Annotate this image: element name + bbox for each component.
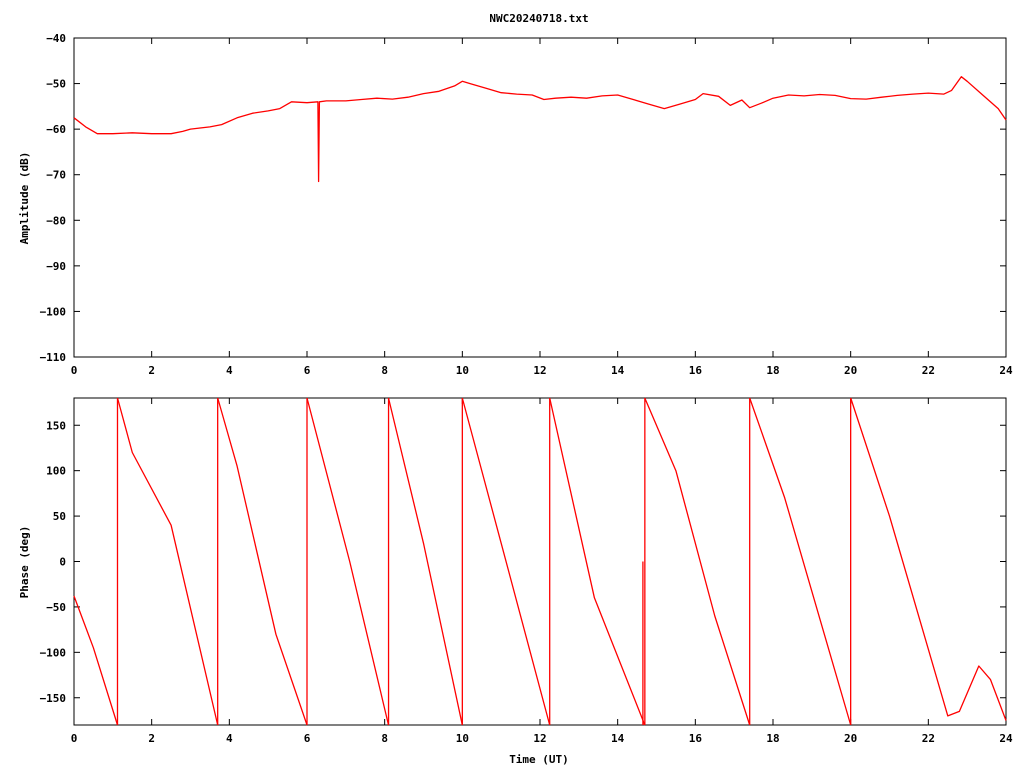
amplitude-y-tick-label: −90 (46, 260, 66, 273)
phase-series-segment (116, 397, 219, 726)
phase-x-tick-label: 2 (148, 732, 155, 745)
phase-x-tick-label: 18 (766, 732, 779, 745)
amplitude-x-tick-label: 6 (304, 364, 311, 377)
amplitude-x-tick-label: 18 (766, 364, 779, 377)
phase-x-tick-label: 16 (689, 732, 703, 745)
phase-series-segment (306, 397, 390, 726)
phase-y-tick-label: −100 (40, 646, 67, 659)
phase-series-segment (644, 397, 751, 726)
amplitude-x-tick-label: 4 (226, 364, 233, 377)
amplitude-x-tick-label: 0 (71, 364, 78, 377)
phase-series-segment (461, 397, 551, 726)
phase-series (73, 397, 1007, 726)
phase-x-axis-title: Time (UT) (509, 753, 569, 766)
amplitude-x-tick-label: 14 (611, 364, 625, 377)
phase-x-tick-label: 8 (381, 732, 388, 745)
phase-x-tick-label: 6 (304, 732, 311, 745)
phase-panel: 0 2 4 6 8 10 12 14 16 18 20 22 24−150−100−5005010015… (18, 397, 1013, 766)
amplitude-x-tick-label: 20 (844, 364, 857, 377)
phase-y-tick-label: −50 (46, 601, 66, 614)
phase-x-tick-label: 20 (844, 732, 857, 745)
phase-x-tick-label: 10 (456, 732, 469, 745)
amplitude-panel: 0 2 4 6 8 10 12 14 16 18 20 22 24−110−100−90−80−70−6… (18, 32, 1013, 377)
phase-x-tick-label: 22 (922, 732, 935, 745)
phase-x-tick-label: 14 (611, 732, 625, 745)
amplitude-x-tick-label: 16 (689, 364, 703, 377)
phase-series-segment (217, 397, 308, 726)
phase-ticks: 0 2 4 6 8 10 12 14 16 18 20 22 24−150−100−5005010015… (40, 398, 1013, 745)
amplitude-x-tick-label: 8 (381, 364, 388, 377)
amplitude-series-line (73, 76, 1007, 183)
amplitude-y-tick-label: −70 (46, 169, 66, 182)
phase-x-tick-label: 0 (71, 732, 78, 745)
phase-x-tick-label: 4 (226, 732, 233, 745)
phase-x-tick-label: 12 (533, 732, 546, 745)
amplitude-y-axis-title: Amplitude (dB) (18, 152, 31, 245)
phase-series-segment (850, 397, 1007, 721)
phase-series-segment (387, 397, 463, 726)
amplitude-plot-frame (73, 37, 1007, 358)
phase-y-tick-label: 150 (46, 419, 66, 432)
amplitude-x-tick-label: 12 (533, 364, 546, 377)
amplitude-y-tick-label: −110 (40, 351, 67, 364)
amplitude-y-tick-label: −50 (46, 78, 66, 91)
amplitude-y-tick-label: −100 (40, 305, 67, 318)
amplitude-series (73, 76, 1007, 183)
amplitude-y-tick-label: −40 (46, 32, 66, 45)
amplitude-y-tick-label: −60 (46, 123, 66, 136)
phase-series-segment (749, 397, 852, 726)
phase-y-tick-label: 50 (53, 510, 66, 523)
amplitude-ticks: 0 2 4 6 8 10 12 14 16 18 20 22 24−110−100−90−80−70−6… (40, 32, 1013, 377)
amplitude-x-tick-label: 24 (999, 364, 1013, 377)
phase-y-tick-label: 0 (59, 556, 66, 569)
phase-y-tick-label: −150 (40, 692, 67, 705)
amplitude-y-tick-label: −80 (46, 214, 66, 227)
phase-y-tick-label: 100 (46, 465, 66, 478)
phase-x-tick-label: 24 (999, 732, 1013, 745)
amplitude-x-tick-label: 10 (456, 364, 469, 377)
phase-series-segment (549, 397, 646, 726)
amplitude-x-tick-label: 2 (148, 364, 155, 377)
phase-series-segment (73, 595, 119, 726)
phase-y-axis-title: Phase (deg) (18, 526, 31, 599)
amplitude-x-tick-label: 22 (922, 364, 935, 377)
chart-title: NWC20240718.txt (489, 12, 588, 25)
